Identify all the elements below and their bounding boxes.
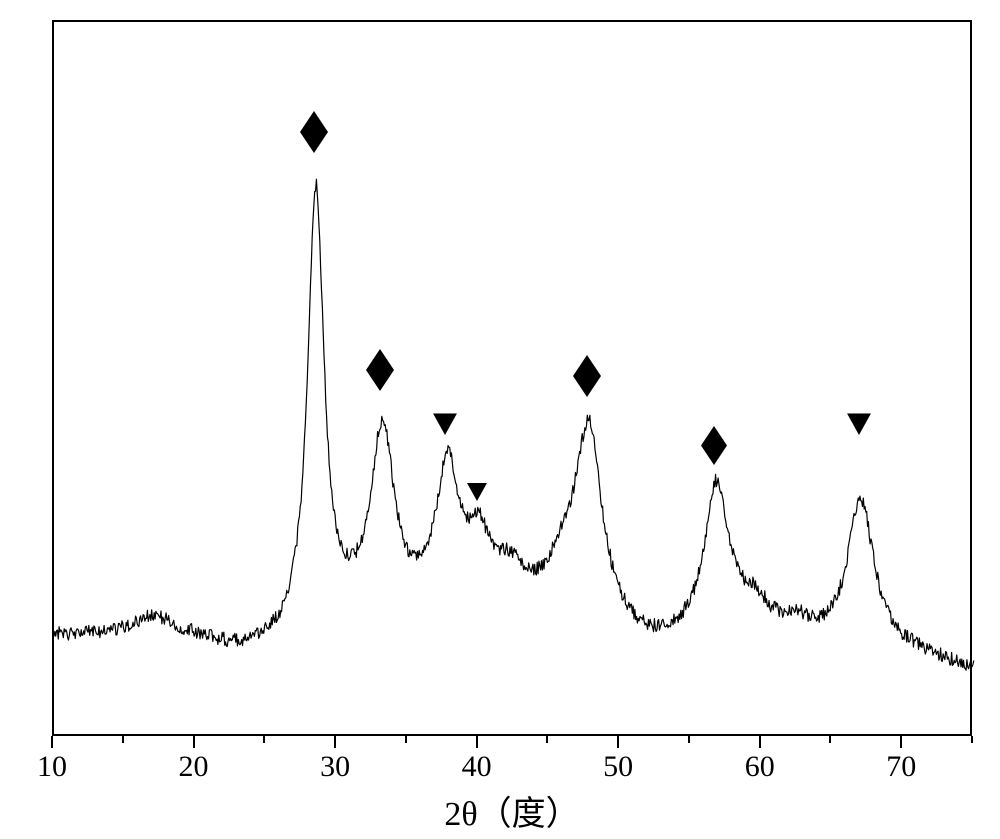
x-tick — [829, 736, 831, 743]
x-tick — [900, 736, 902, 748]
diamond-icon — [366, 349, 394, 396]
xrd-chart-frame — [52, 20, 972, 736]
triangle-down-icon — [847, 413, 871, 440]
x-tick-label: 10 — [37, 750, 67, 784]
x-tick — [193, 736, 195, 748]
diamond-icon — [300, 111, 328, 158]
x-tick — [51, 736, 53, 748]
x-tick — [759, 736, 761, 748]
x-tick — [263, 736, 265, 743]
diamond-icon — [701, 426, 727, 470]
x-tick — [405, 736, 407, 743]
x-tick-label: 40 — [462, 750, 492, 784]
x-tick-label: 60 — [745, 750, 775, 784]
x-tick-label: 30 — [320, 750, 350, 784]
diamond-icon — [573, 355, 601, 402]
x-tick-label: 50 — [603, 750, 633, 784]
x-axis-label: 2θ（度） — [444, 786, 579, 835]
x-tick — [688, 736, 690, 743]
x-tick-label: 20 — [179, 750, 209, 784]
x-tick — [546, 736, 548, 743]
triangle-down-icon — [467, 483, 487, 506]
triangle-down-icon — [433, 413, 457, 440]
x-tick — [617, 736, 619, 748]
x-tick — [122, 736, 124, 743]
x-tick-label: 70 — [886, 750, 916, 784]
x-tick — [476, 736, 478, 748]
x-tick — [334, 736, 336, 748]
xrd-diffraction-curve — [54, 179, 974, 670]
x-tick — [971, 736, 973, 743]
xrd-line-svg — [54, 22, 974, 738]
